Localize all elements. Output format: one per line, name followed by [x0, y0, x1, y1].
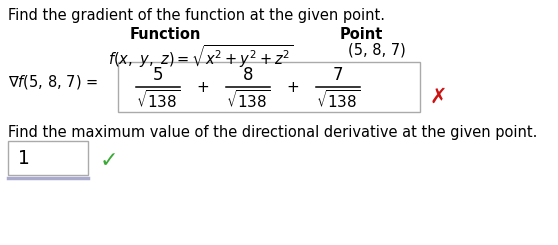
Bar — [118, 62, 420, 112]
Text: $f(x,\ y,\ z) = \sqrt{x^2 + y^2 + z^2}$: $f(x,\ y,\ z) = \sqrt{x^2 + y^2 + z^2}$ — [108, 43, 294, 70]
Text: ✗: ✗ — [430, 87, 448, 107]
Text: 7: 7 — [333, 66, 343, 84]
Text: +: + — [196, 79, 209, 95]
Text: Find the gradient of the function at the given point.: Find the gradient of the function at the… — [8, 8, 385, 23]
Text: 8: 8 — [243, 66, 253, 84]
Text: ✓: ✓ — [100, 151, 119, 171]
Text: $\sqrt{138}$: $\sqrt{138}$ — [136, 89, 180, 111]
Text: $\sqrt{138}$: $\sqrt{138}$ — [226, 89, 270, 111]
Text: $\nabla f$(5, 8, 7) =: $\nabla f$(5, 8, 7) = — [8, 73, 98, 91]
Text: (5, 8, 7): (5, 8, 7) — [348, 43, 406, 58]
Text: Function: Function — [130, 27, 201, 42]
Text: Point: Point — [340, 27, 383, 42]
Text: 5: 5 — [153, 66, 163, 84]
Text: 1: 1 — [18, 148, 30, 168]
Text: +: + — [287, 79, 300, 95]
Text: $\sqrt{138}$: $\sqrt{138}$ — [316, 89, 360, 111]
Text: Find the maximum value of the directional derivative at the given point.: Find the maximum value of the directiona… — [8, 125, 537, 140]
Bar — [8, 141, 88, 175]
